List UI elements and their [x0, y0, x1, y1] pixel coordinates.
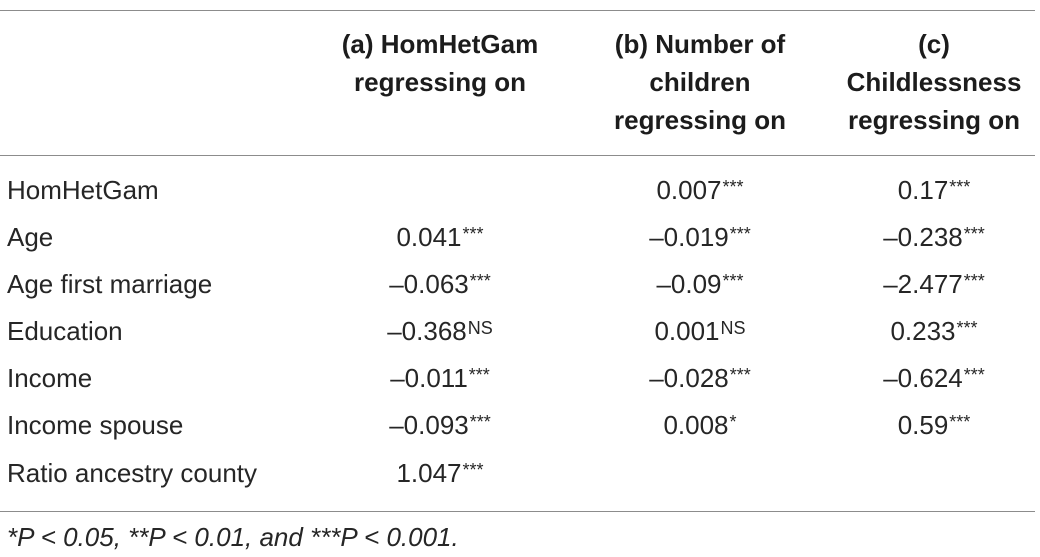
header-line: (b) Number of	[614, 29, 786, 59]
table-row: HomHetGam 0.007*** 0.17***	[0, 167, 1040, 214]
cell-b: –0.028***	[580, 355, 820, 402]
cell-c: –0.624***	[828, 355, 1040, 402]
significance-marker: ***	[956, 318, 978, 338]
table-row: Age first marriage –0.063*** –0.09*** –2…	[0, 261, 1040, 308]
significance-marker: ***	[462, 460, 484, 480]
header-line: regressing on	[614, 105, 786, 135]
significance-marker: ***	[949, 177, 971, 197]
header-line: (c)	[918, 29, 950, 59]
header-line: regressing on	[354, 67, 526, 97]
significance-marker: ***	[722, 177, 744, 197]
significance-marker: *	[729, 412, 737, 432]
row-label: Income	[7, 363, 93, 393]
header-line: (a) HomHetGam	[341, 29, 539, 59]
cell-value: –0.238	[883, 222, 963, 252]
significance-marker: ***	[949, 412, 971, 432]
cell-value: –0.368	[387, 316, 467, 346]
top-rule	[0, 10, 1035, 11]
significance-marker: ***	[469, 412, 491, 432]
significance-marker: ***	[468, 365, 490, 385]
cell-c: –2.477***	[828, 261, 1040, 308]
significance-marker: ***	[963, 271, 985, 291]
table-row: Education –0.368NS 0.001NS 0.233***	[0, 308, 1040, 355]
cell-a: –0.011***	[310, 355, 570, 402]
cell-value: –0.011	[390, 363, 468, 393]
cell-value: 0.233	[890, 316, 956, 346]
cell-b: –0.019***	[580, 214, 820, 261]
cell-value: 1.047	[396, 458, 462, 488]
significance-marker: ***	[469, 271, 491, 291]
cell-value: 0.007	[656, 175, 722, 205]
cell-a: 1.047***	[310, 450, 570, 497]
cell-value: –0.624	[883, 363, 963, 393]
table-footnote: *P < 0.05, **P < 0.01, and ***P < 0.001.	[7, 522, 459, 552]
cell-b: 0.007***	[580, 167, 820, 214]
cell-a: –0.368NS	[310, 308, 570, 355]
cell-b: 0.008*	[580, 402, 820, 449]
significance-marker: ***	[963, 224, 985, 244]
row-label: Age first marriage	[7, 269, 213, 299]
table-row: Income –0.011*** –0.028*** –0.624***	[0, 355, 1040, 402]
table-row: Age 0.041*** –0.019*** –0.238***	[0, 214, 1040, 261]
row-label: Income spouse	[7, 410, 184, 440]
header-line: children	[649, 67, 751, 97]
significance-marker: ***	[963, 365, 985, 385]
significance-marker: ***	[729, 224, 751, 244]
cell-c: 0.233***	[828, 308, 1040, 355]
cell-value: –0.093	[389, 410, 469, 440]
cell-value: 0.001	[654, 316, 720, 346]
significance-marker: NS	[720, 318, 746, 338]
significance-marker: ***	[462, 224, 484, 244]
cell-a: 0.041***	[310, 214, 570, 261]
cell-value: 0.59	[897, 410, 949, 440]
cell-value: 0.008	[663, 410, 729, 440]
header-line: Childlessness	[846, 67, 1022, 97]
table-row: Income spouse –0.093*** 0.008* 0.59***	[0, 402, 1040, 449]
column-header-a: (a) HomHetGam regressing on	[310, 25, 570, 101]
row-label: HomHetGam	[7, 175, 159, 205]
cell-a: –0.093***	[310, 402, 570, 449]
cell-b: 0.001NS	[580, 308, 820, 355]
row-label: Ratio ancestry county	[7, 458, 258, 488]
cell-c: –0.238***	[828, 214, 1040, 261]
significance-marker: ***	[722, 271, 744, 291]
cell-a: –0.063***	[310, 261, 570, 308]
cell-b	[580, 450, 820, 497]
header-rule	[0, 155, 1035, 156]
cell-value: –0.019	[649, 222, 729, 252]
cell-c: 0.17***	[828, 167, 1040, 214]
cell-c: 0.59***	[828, 402, 1040, 449]
cell-value: –0.09	[656, 269, 722, 299]
cell-value: –0.028	[649, 363, 729, 393]
significance-marker: NS	[467, 318, 493, 338]
cell-a	[310, 167, 570, 214]
significance-marker: ***	[729, 365, 751, 385]
bottom-rule	[0, 511, 1035, 512]
column-header-c: (c) Childlessness regressing on	[828, 25, 1040, 139]
row-label: Age	[7, 222, 54, 252]
cell-value: –2.477	[883, 269, 963, 299]
cell-value: 0.17	[897, 175, 949, 205]
cell-c	[828, 450, 1040, 497]
cell-value: –0.063	[389, 269, 469, 299]
table-row: Ratio ancestry county 1.047***	[0, 450, 1040, 497]
row-label: Education	[7, 316, 123, 346]
cell-value: 0.041	[396, 222, 462, 252]
header-line: regressing on	[848, 105, 1020, 135]
cell-b: –0.09***	[580, 261, 820, 308]
column-header-b: (b) Number of children regressing on	[580, 25, 820, 139]
